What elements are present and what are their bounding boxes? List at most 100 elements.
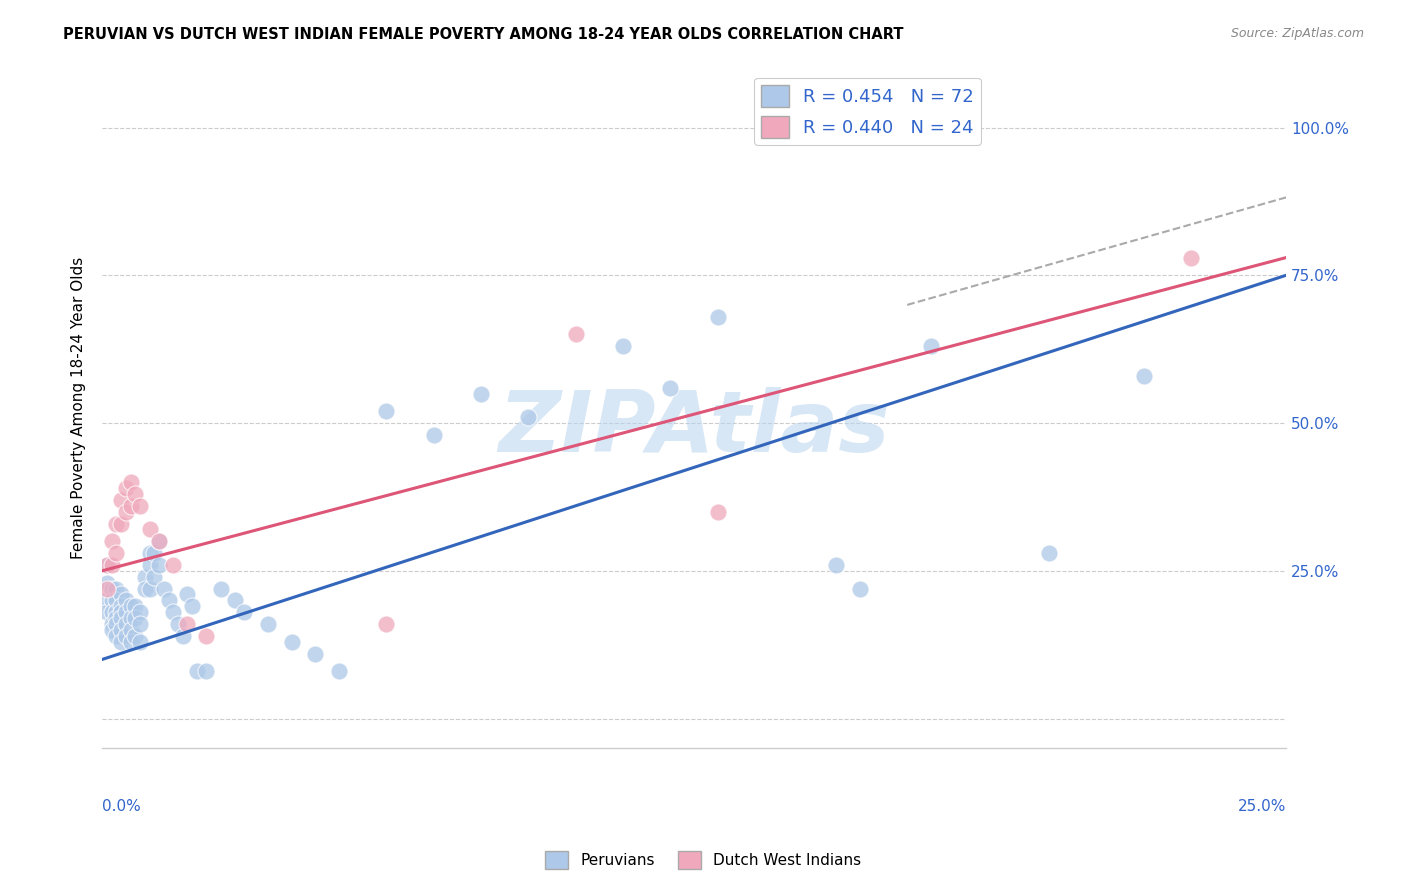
Point bbox=[257, 617, 280, 632]
Point bbox=[120, 599, 142, 614]
Point bbox=[659, 381, 682, 395]
Point bbox=[96, 582, 118, 596]
Point bbox=[176, 587, 198, 601]
Point bbox=[100, 617, 122, 632]
Point bbox=[129, 499, 152, 513]
Point bbox=[110, 605, 132, 619]
Text: 0.0%: 0.0% bbox=[103, 799, 141, 814]
Point bbox=[195, 665, 218, 679]
Point bbox=[115, 617, 138, 632]
Point bbox=[470, 386, 492, 401]
Point bbox=[517, 410, 540, 425]
Point bbox=[375, 404, 398, 418]
Point bbox=[115, 605, 138, 619]
Point bbox=[564, 327, 586, 342]
Point bbox=[129, 605, 152, 619]
Point bbox=[280, 634, 302, 648]
Point bbox=[172, 629, 194, 643]
Point bbox=[110, 587, 132, 601]
Point bbox=[120, 634, 142, 648]
Point bbox=[110, 623, 132, 637]
Point bbox=[148, 558, 170, 572]
Point bbox=[100, 623, 122, 637]
Point bbox=[105, 611, 128, 625]
Point bbox=[115, 593, 138, 607]
Point bbox=[167, 617, 190, 632]
Point bbox=[96, 558, 118, 572]
Point bbox=[100, 582, 122, 596]
Point bbox=[110, 634, 132, 648]
Point bbox=[105, 593, 128, 607]
Point bbox=[896, 120, 918, 135]
Point bbox=[96, 558, 118, 572]
Point bbox=[129, 634, 152, 648]
Point bbox=[152, 582, 174, 596]
Point bbox=[186, 665, 208, 679]
Point bbox=[134, 582, 156, 596]
Point bbox=[375, 617, 398, 632]
Point bbox=[162, 558, 184, 572]
Point bbox=[162, 605, 184, 619]
Point bbox=[706, 310, 728, 324]
Point bbox=[328, 665, 350, 679]
Point bbox=[1133, 368, 1156, 383]
Point bbox=[124, 599, 146, 614]
Point bbox=[96, 605, 118, 619]
Text: ZIPAtlas: ZIPAtlas bbox=[498, 387, 890, 470]
Point bbox=[148, 534, 170, 549]
Point bbox=[176, 617, 198, 632]
Point bbox=[612, 339, 634, 353]
Point bbox=[129, 617, 152, 632]
Point bbox=[195, 629, 218, 643]
Point bbox=[849, 582, 872, 596]
Point bbox=[181, 599, 204, 614]
Point bbox=[224, 593, 246, 607]
Point bbox=[920, 339, 942, 353]
Point bbox=[825, 558, 848, 572]
Point bbox=[124, 629, 146, 643]
Point bbox=[134, 570, 156, 584]
Point bbox=[124, 611, 146, 625]
Point bbox=[100, 534, 122, 549]
Point bbox=[148, 534, 170, 549]
Point bbox=[143, 570, 166, 584]
Point bbox=[96, 575, 118, 590]
Point bbox=[105, 582, 128, 596]
Text: Source: ZipAtlas.com: Source: ZipAtlas.com bbox=[1230, 27, 1364, 40]
Point bbox=[110, 611, 132, 625]
Point bbox=[100, 558, 122, 572]
Point bbox=[120, 611, 142, 625]
Point bbox=[209, 582, 232, 596]
Point bbox=[100, 605, 122, 619]
Point bbox=[138, 546, 160, 560]
Point bbox=[115, 629, 138, 643]
Legend: R = 0.454   N = 72, R = 0.440   N = 24: R = 0.454 N = 72, R = 0.440 N = 24 bbox=[754, 78, 981, 145]
Legend: Peruvians, Dutch West Indians: Peruvians, Dutch West Indians bbox=[538, 845, 868, 875]
Point bbox=[100, 593, 122, 607]
Point bbox=[105, 629, 128, 643]
Point bbox=[138, 523, 160, 537]
Point bbox=[304, 647, 326, 661]
Point bbox=[143, 546, 166, 560]
Text: 25.0%: 25.0% bbox=[1237, 799, 1286, 814]
Point bbox=[120, 623, 142, 637]
Point bbox=[233, 605, 256, 619]
Point bbox=[124, 487, 146, 501]
Point bbox=[1180, 251, 1202, 265]
Point bbox=[105, 516, 128, 531]
Text: PERUVIAN VS DUTCH WEST INDIAN FEMALE POVERTY AMONG 18-24 YEAR OLDS CORRELATION C: PERUVIAN VS DUTCH WEST INDIAN FEMALE POV… bbox=[63, 27, 904, 42]
Point bbox=[110, 492, 132, 507]
Y-axis label: Female Poverty Among 18-24 Year Olds: Female Poverty Among 18-24 Year Olds bbox=[72, 257, 86, 559]
Point bbox=[706, 505, 728, 519]
Point bbox=[120, 475, 142, 490]
Point bbox=[110, 599, 132, 614]
Point bbox=[138, 558, 160, 572]
Point bbox=[115, 481, 138, 495]
Point bbox=[96, 593, 118, 607]
Point bbox=[138, 582, 160, 596]
Point bbox=[105, 546, 128, 560]
Point bbox=[157, 593, 180, 607]
Point bbox=[120, 499, 142, 513]
Point bbox=[105, 617, 128, 632]
Point bbox=[110, 516, 132, 531]
